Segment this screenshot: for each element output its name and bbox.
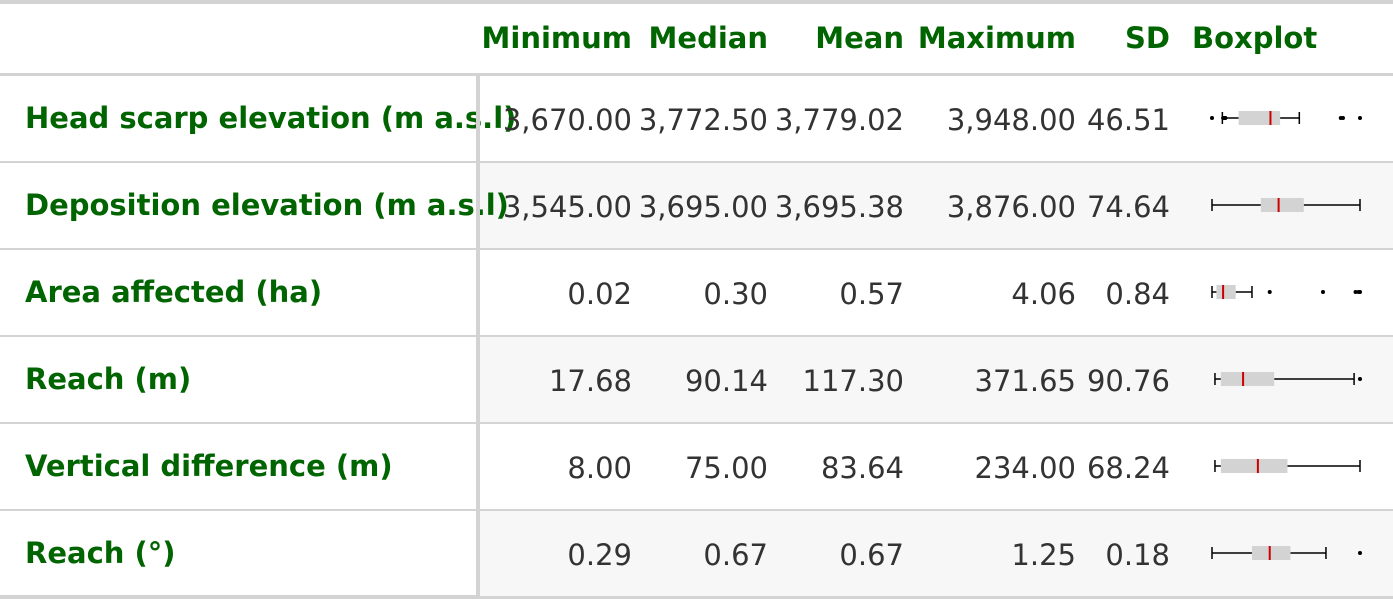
cell-maximum: 1.25 [1011,538,1076,572]
cell-maximum: 371.65 [974,364,1076,398]
boxplot [1214,459,1361,473]
boxplot-box [1216,285,1236,299]
cell-sd: 0.18 [1105,538,1170,572]
cell-maximum: 3,948.00 [946,103,1076,137]
row-label: Area affected (ha) [25,275,323,309]
cell-maximum: 4.06 [1011,277,1076,311]
boxplot-outlier [1340,116,1345,120]
boxplot [1210,111,1362,125]
cell-median: 3,772.50 [638,103,768,137]
boxplot-outlier [1358,116,1362,120]
boxplot-outlier [1353,290,1358,294]
boxplot-outlier [1358,377,1362,381]
table-row: Reach (°) 0.29 0.67 0.67 1.25 0.18 [0,511,1393,596]
cell-minimum: 17.68 [548,364,632,398]
cell-sd: 74.64 [1086,190,1170,224]
cell-minimum: 8.00 [567,451,632,485]
cell-mean: 3,695.38 [774,190,904,224]
cell-minimum: 0.29 [567,538,632,572]
col-boxplot-header: Boxplot [1192,21,1318,55]
boxplot-box [1220,459,1288,473]
col-sd-header: SD [1125,21,1170,55]
cell-mean: 83.64 [820,451,904,485]
col-maximum-header: Maximum [917,21,1076,55]
boxplot-outlier [1267,290,1272,294]
cell-median: 75.00 [684,451,768,485]
cell-minimum: 0.02 [567,277,632,311]
boxplot-outlier [1210,116,1214,120]
cell-minimum: 3,545.00 [502,190,632,224]
boxplot [1214,372,1362,386]
boxplot [1211,285,1362,299]
cell-median: 0.67 [703,538,768,572]
table-row: Area affected (ha) 0.02 0.30 0.57 4.06 0… [0,250,1393,337]
table-row: Deposition elevation (m a.s.l) 3,545.00 … [0,163,1393,250]
col-median-header: Median [648,21,768,55]
boxplot-outlier [1223,116,1228,120]
table-header: Minimum Median Mean Maximum SD Boxplot [0,4,1393,76]
row-label: Reach (m) [25,362,192,396]
col-mean-header: Mean [815,21,904,55]
col-minimum-header: Minimum [481,21,632,55]
row-label: Head scarp elevation (m a.s.l) [25,101,517,135]
cell-maximum: 234.00 [974,451,1076,485]
table-row: Head scarp elevation (m a.s.l) 3,670.00 … [0,76,1393,163]
cell-maximum: 3,876.00 [946,190,1076,224]
row-label: Deposition elevation (m a.s.l) [25,188,509,222]
table-row: Vertical difference (m) 8.00 75.00 83.64… [0,424,1393,511]
boxplot-outlier [1358,551,1362,555]
row-label: Reach (°) [25,536,176,570]
boxplot [1211,546,1362,560]
cell-sd: 90.76 [1086,364,1170,398]
boxplot-outlier [1321,290,1325,294]
row-label: Vertical difference (m) [25,449,393,483]
cell-mean: 3,779.02 [774,103,904,137]
cell-median: 90.14 [684,364,768,398]
table-row: Reach (m) 17.68 90.14 117.30 371.65 90.7… [0,337,1393,424]
boxplot-outlier [1358,290,1362,294]
boxplot-box [1260,198,1304,212]
cell-minimum: 3,670.00 [502,103,632,137]
boxplot-box [1251,546,1291,560]
cell-mean: 0.67 [839,538,904,572]
boxplot [1211,198,1361,212]
boxplot-box [1238,111,1281,125]
cell-mean: 0.57 [839,277,904,311]
stub-divider [476,76,480,599]
cell-median: 3,695.00 [638,190,768,224]
cell-sd: 46.51 [1086,103,1170,137]
cell-sd: 0.84 [1105,277,1170,311]
cell-mean: 117.30 [802,364,904,398]
boxplot-box [1220,372,1275,386]
cell-median: 0.30 [703,277,768,311]
cell-sd: 68.24 [1086,451,1170,485]
